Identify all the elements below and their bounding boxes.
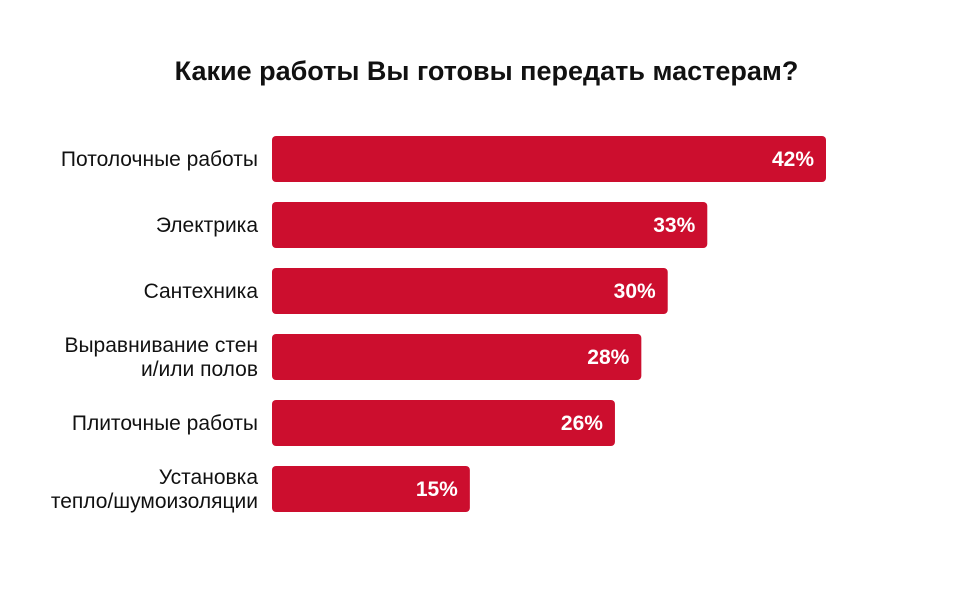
category-label: Электрика	[156, 214, 258, 237]
chart-title: Какие работы Вы готовы передать мастерам…	[174, 56, 799, 86]
category-label-line: Плиточные работы	[72, 412, 258, 435]
category-label: Потолочные работы	[61, 148, 258, 171]
category-label-line: и/или полов	[141, 358, 258, 381]
category-label-line: Сантехника	[144, 280, 259, 303]
value-label: 30%	[614, 280, 656, 303]
category-label-line: Электрика	[156, 214, 258, 237]
category-label: Плиточные работы	[72, 412, 258, 435]
bar	[272, 268, 668, 314]
category-label-line: Установка	[159, 466, 259, 489]
bar	[272, 400, 615, 446]
bar	[272, 202, 708, 248]
category-label: Установка тепло/шумоизоляции	[51, 466, 258, 513]
value-label: 42%	[772, 148, 814, 171]
value-label: 33%	[653, 214, 695, 237]
category-label: Выравнивание стен и/или полов	[64, 334, 258, 381]
category-label: Сантехника	[144, 280, 259, 303]
category-label-line: Выравнивание стен	[64, 334, 258, 357]
value-label: 28%	[587, 346, 629, 369]
value-label: 15%	[416, 478, 458, 501]
bar	[272, 136, 826, 182]
category-label-line: тепло/шумоизоляции	[51, 490, 258, 513]
category-label-line: Потолочные работы	[61, 148, 258, 171]
bar	[272, 466, 470, 512]
value-label: 26%	[561, 412, 603, 435]
bar	[272, 334, 642, 380]
